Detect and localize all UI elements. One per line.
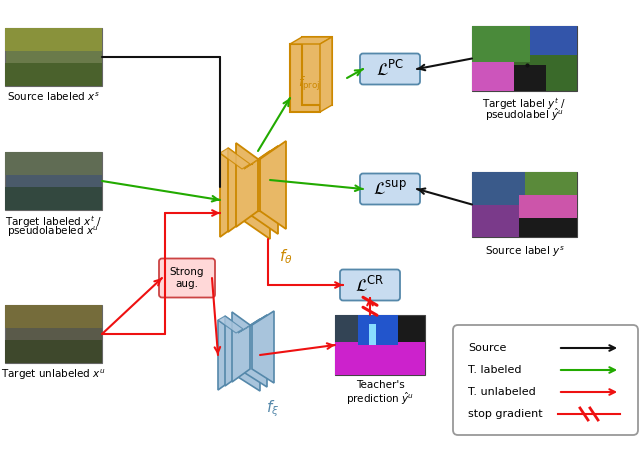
FancyBboxPatch shape bbox=[472, 26, 530, 62]
FancyBboxPatch shape bbox=[358, 315, 398, 345]
Text: $\mathcal{L}^{\mathrm{CR}}$: $\mathcal{L}^{\mathrm{CR}}$ bbox=[355, 275, 385, 295]
Polygon shape bbox=[236, 143, 258, 227]
Text: T. labeled: T. labeled bbox=[468, 365, 522, 375]
Polygon shape bbox=[220, 153, 242, 237]
Text: Target labeled $x^t$ /: Target labeled $x^t$ / bbox=[5, 214, 102, 230]
Text: pseudolabeled $x^u$: pseudolabeled $x^u$ bbox=[8, 225, 100, 239]
Text: $\mathcal{L}^{\mathrm{PC}}$: $\mathcal{L}^{\mathrm{PC}}$ bbox=[376, 59, 404, 79]
FancyBboxPatch shape bbox=[453, 325, 638, 435]
FancyBboxPatch shape bbox=[519, 195, 577, 237]
Text: $f_{\mathrm{proj}}$: $f_{\mathrm{proj}}$ bbox=[298, 75, 320, 93]
Polygon shape bbox=[244, 151, 270, 239]
Text: Strong: Strong bbox=[170, 267, 204, 277]
FancyBboxPatch shape bbox=[525, 172, 577, 195]
Text: Target unlabeled $x^u$: Target unlabeled $x^u$ bbox=[1, 368, 106, 383]
Polygon shape bbox=[244, 146, 278, 169]
Polygon shape bbox=[238, 319, 260, 391]
FancyBboxPatch shape bbox=[5, 152, 102, 175]
FancyBboxPatch shape bbox=[514, 65, 545, 91]
Polygon shape bbox=[225, 316, 243, 386]
Text: $f_\theta$: $f_\theta$ bbox=[279, 247, 293, 266]
FancyBboxPatch shape bbox=[159, 259, 215, 298]
FancyBboxPatch shape bbox=[335, 315, 425, 375]
Text: $\mathcal{L}^{\mathrm{sup}}$: $\mathcal{L}^{\mathrm{sup}}$ bbox=[373, 180, 407, 198]
FancyBboxPatch shape bbox=[340, 269, 400, 300]
Text: Teacher's: Teacher's bbox=[356, 380, 404, 390]
FancyBboxPatch shape bbox=[5, 152, 102, 210]
FancyBboxPatch shape bbox=[472, 204, 519, 237]
FancyBboxPatch shape bbox=[335, 315, 358, 342]
FancyBboxPatch shape bbox=[472, 172, 525, 204]
FancyBboxPatch shape bbox=[369, 324, 376, 345]
Text: pseudolabel $\hat{y}^u$: pseudolabel $\hat{y}^u$ bbox=[485, 107, 564, 123]
FancyBboxPatch shape bbox=[5, 305, 102, 328]
FancyBboxPatch shape bbox=[530, 26, 577, 55]
Polygon shape bbox=[238, 315, 267, 333]
Polygon shape bbox=[218, 320, 236, 390]
Polygon shape bbox=[218, 316, 243, 333]
Polygon shape bbox=[245, 315, 267, 387]
FancyBboxPatch shape bbox=[472, 26, 577, 91]
Text: Source: Source bbox=[468, 343, 506, 353]
Polygon shape bbox=[252, 311, 274, 383]
Text: prediction $\hat{y}^u$: prediction $\hat{y}^u$ bbox=[346, 391, 414, 407]
Polygon shape bbox=[228, 148, 250, 232]
Polygon shape bbox=[302, 37, 332, 105]
Text: Target label $y^t$ /: Target label $y^t$ / bbox=[483, 96, 566, 112]
FancyBboxPatch shape bbox=[5, 28, 102, 86]
FancyBboxPatch shape bbox=[360, 173, 420, 204]
FancyBboxPatch shape bbox=[360, 53, 420, 84]
Text: $f_\xi$: $f_\xi$ bbox=[266, 398, 280, 418]
FancyBboxPatch shape bbox=[5, 28, 102, 51]
FancyBboxPatch shape bbox=[519, 217, 577, 237]
Polygon shape bbox=[252, 146, 278, 234]
FancyBboxPatch shape bbox=[5, 63, 102, 86]
Text: T. unlabeled: T. unlabeled bbox=[468, 387, 536, 397]
Polygon shape bbox=[290, 37, 332, 44]
FancyBboxPatch shape bbox=[472, 172, 577, 237]
FancyBboxPatch shape bbox=[5, 187, 102, 210]
FancyBboxPatch shape bbox=[472, 62, 514, 91]
FancyBboxPatch shape bbox=[335, 342, 425, 375]
Polygon shape bbox=[260, 141, 286, 229]
Text: Source label $y^s$: Source label $y^s$ bbox=[484, 245, 564, 260]
Polygon shape bbox=[220, 148, 250, 169]
Text: aug.: aug. bbox=[175, 279, 198, 289]
Polygon shape bbox=[320, 37, 332, 112]
Text: stop gradient: stop gradient bbox=[468, 409, 543, 419]
Polygon shape bbox=[232, 312, 250, 382]
Text: Source labeled $x^s$: Source labeled $x^s$ bbox=[7, 91, 100, 103]
Polygon shape bbox=[290, 44, 320, 112]
FancyBboxPatch shape bbox=[5, 305, 102, 363]
FancyBboxPatch shape bbox=[5, 340, 102, 363]
